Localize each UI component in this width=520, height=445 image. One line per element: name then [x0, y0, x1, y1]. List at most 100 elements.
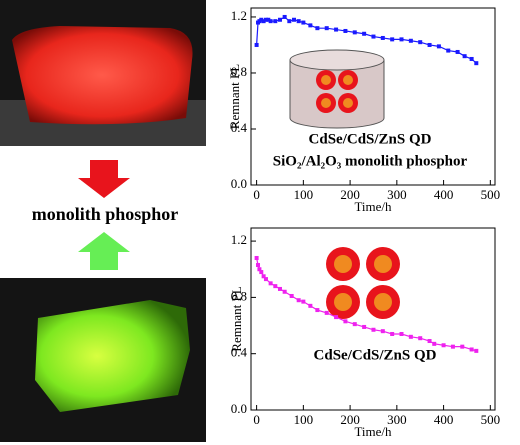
annotation: SiO₂/Al₂O₃ monolith phosphor: [273, 153, 468, 169]
data-point: [362, 31, 367, 36]
x-axis-label: Time/h: [354, 424, 392, 439]
center-label: monolith phosphor: [32, 204, 179, 224]
annotation: CdSe/CdS/ZnS QD: [309, 131, 432, 147]
data-point: [371, 34, 376, 39]
x-tick-label: 0: [253, 412, 260, 427]
x-tick-label: 500: [481, 412, 501, 427]
data-point: [352, 322, 357, 327]
x-axis-label: Time/h: [354, 199, 392, 214]
data-point: [418, 40, 423, 45]
red-monolith: [12, 26, 193, 125]
qd-icon: [326, 247, 400, 319]
x-tick-label: 500: [481, 187, 501, 202]
data-point: [301, 20, 306, 25]
y-tick-label: 0.0: [231, 176, 247, 191]
arrow-up: [78, 232, 130, 270]
data-point: [408, 334, 413, 339]
x-tick-label: 400: [434, 187, 454, 202]
y-tick-label: 1.2: [231, 232, 247, 247]
data-point: [273, 284, 278, 289]
y-tick-label: 0.8: [231, 288, 247, 303]
data-point: [324, 310, 329, 315]
plot-frame: [250, 7, 496, 186]
x-tick-label: 100: [294, 187, 314, 202]
data-point: [334, 27, 339, 32]
data-point: [282, 14, 287, 19]
data-point: [371, 327, 376, 332]
data-point: [390, 331, 395, 336]
green-monolith: [35, 300, 190, 412]
annotation: CdSe/CdS/ZnS QD: [314, 347, 437, 363]
data-point: [455, 49, 460, 54]
data-point: [287, 19, 292, 24]
data-point: [399, 331, 404, 336]
data-point: [469, 347, 474, 352]
data-point: [432, 341, 437, 346]
data-point: [460, 344, 465, 349]
data-point: [427, 42, 432, 47]
data-point: [450, 344, 455, 349]
x-tick-label: 400: [434, 412, 454, 427]
data-point: [315, 26, 320, 31]
x-tick-label: 200: [340, 187, 360, 202]
data-point: [292, 17, 297, 22]
data-point: [380, 35, 385, 40]
x-tick-label: 0: [253, 187, 260, 202]
data-point: [334, 315, 339, 320]
data-point: [273, 19, 278, 24]
data-point: [474, 348, 479, 353]
data-point: [257, 267, 262, 272]
data-point: [436, 44, 441, 49]
data-point: [352, 30, 357, 35]
y-axis-label: Remnant PL: [229, 286, 244, 351]
data-point: [362, 324, 367, 329]
data-point: [343, 319, 348, 324]
x-tick-label: 300: [387, 187, 407, 202]
data-point: [418, 336, 423, 341]
data-point: [408, 38, 413, 43]
x-tick-label: 200: [340, 412, 360, 427]
data-point: [324, 26, 329, 31]
data-point: [256, 263, 261, 268]
data-point: [474, 61, 479, 66]
data-point: [254, 255, 259, 260]
data-point: [296, 298, 301, 303]
cylinder-icon: [289, 49, 385, 129]
data-point: [259, 270, 264, 275]
y-tick-label: 0.4: [231, 120, 248, 135]
data-point: [469, 56, 474, 61]
data-point: [441, 343, 446, 348]
data-point: [254, 42, 259, 47]
data-point: [343, 28, 348, 33]
y-tick-label: 0.4: [231, 345, 248, 360]
arrow-down: [78, 160, 130, 198]
y-axis-label: Remnant PL: [227, 64, 242, 129]
data-point: [462, 54, 467, 59]
data-point: [427, 339, 432, 344]
data-point: [399, 37, 404, 42]
data-point: [308, 303, 313, 308]
data-point: [390, 37, 395, 42]
data-point: [301, 299, 306, 304]
data-point: [268, 281, 273, 286]
data-point: [266, 17, 271, 22]
data-point: [282, 289, 287, 294]
x-tick-label: 100: [294, 412, 314, 427]
y-tick-label: 0.0: [231, 401, 247, 416]
data-point: [315, 308, 320, 313]
data-point: [380, 329, 385, 334]
data-point: [261, 19, 266, 24]
data-point: [296, 19, 301, 24]
data-point: [277, 17, 282, 22]
data-point: [263, 17, 268, 22]
data-point: [261, 274, 266, 279]
data-point: [268, 19, 273, 24]
data-point: [259, 17, 264, 22]
y-tick-label: 1.2: [231, 8, 247, 23]
data-point: [289, 293, 294, 298]
data-point: [446, 48, 451, 53]
data-point: [263, 277, 268, 282]
data-point: [277, 286, 282, 291]
data-point: [308, 23, 313, 28]
